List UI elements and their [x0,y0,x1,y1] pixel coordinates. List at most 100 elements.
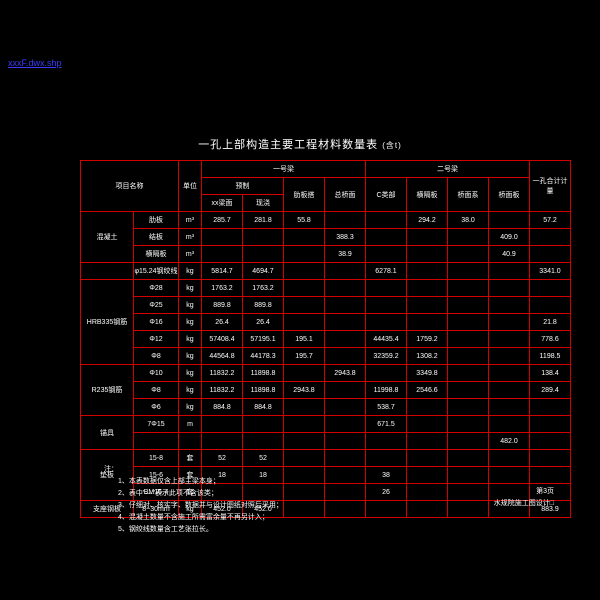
hdr-d: C类部 [366,178,407,212]
cell: 44564.8 [202,348,243,365]
cell [243,229,284,246]
cell: 3349.8 [407,365,448,382]
cell [530,399,571,416]
row-spec: Φ8 [134,382,179,399]
row-unit: kg [179,348,202,365]
cell [489,382,530,399]
hdr-sec2: 二号梁 [366,161,530,178]
row-category: 混凝土 [81,212,134,263]
cell: 671.5 [366,416,407,433]
cell: 281.8 [243,212,284,229]
row-unit: kg [179,331,202,348]
cell [489,365,530,382]
cell [325,382,366,399]
table-row: 混凝土肋板m³285.7281.855.8294.238.057.2 [81,212,571,229]
cell: 2943.8 [325,365,366,382]
cell: 889.8 [243,297,284,314]
hdr-g: 桥面板 [489,178,530,212]
cell [448,314,489,331]
cell [407,501,448,518]
cell: 26.4 [202,314,243,331]
hdr-e: 横隔板 [407,178,448,212]
cell [448,263,489,280]
cell [284,467,325,484]
cell [243,416,284,433]
table-row: 横隔板m³38.940.9 [81,246,571,263]
cell: 44435.4 [366,331,407,348]
notes-block: 注： 1、本表数据仅含上部主梁本身； 2、表中"—"表示此项不含该类； 3、仔细… [118,464,283,536]
cell: 57408.4 [202,331,243,348]
row-unit: m³ [179,229,202,246]
cell [284,484,325,501]
cell [243,246,284,263]
hdr-f: 桥面系 [448,178,489,212]
cell: 26.4 [243,314,284,331]
cell: 38.9 [325,246,366,263]
table-row: 482.0 [81,433,571,450]
cell [366,280,407,297]
cell [448,450,489,467]
source-file-link[interactable]: xxxF.dwx.shp [8,58,62,68]
hdr-unit: 单位 [179,161,202,212]
hdr-c: 总桥面 [325,178,366,212]
cell [448,331,489,348]
row-unit: kg [179,399,202,416]
row-spec: 横隔板 [134,246,179,263]
cell: 26 [366,484,407,501]
cell: 6278.1 [366,263,407,280]
cell: 2943.8 [284,382,325,399]
cell [407,433,448,450]
cell: 38.0 [448,212,489,229]
cell [489,314,530,331]
row-category [81,263,134,280]
cell: 3341.0 [530,263,571,280]
cell [366,501,407,518]
cell: 57.2 [530,212,571,229]
cell: 1763.2 [202,280,243,297]
cell [284,450,325,467]
row-category: R235钢筋 [81,365,134,416]
cell [325,212,366,229]
cell [407,280,448,297]
table-row: Φ25kg889.8889.8 [81,297,571,314]
cell: 538.7 [366,399,407,416]
cell [325,280,366,297]
cell [366,314,407,331]
cell [489,263,530,280]
cell [407,484,448,501]
row-unit: kg [179,382,202,399]
row-unit: kg [179,314,202,331]
table-title: 一孔上部构造主要工程材料数量表 (含t) [198,136,402,152]
cell [448,280,489,297]
cell [202,246,243,263]
cell: 38 [366,467,407,484]
cell [366,212,407,229]
cell: 482.0 [489,433,530,450]
cell [325,348,366,365]
row-spec: Φ12 [134,331,179,348]
hdr-category: 项目名称 [81,161,179,212]
cell [448,229,489,246]
cell [448,399,489,416]
cell [366,246,407,263]
table-row: Φ6kg884.8884.8538.7 [81,399,571,416]
row-category: HRB335钢筋 [81,280,134,365]
cell [489,348,530,365]
cell [448,416,489,433]
cell: 778.6 [530,331,571,348]
hdr-total: 一孔合计计量 [530,161,571,212]
cell [530,280,571,297]
table-row: Φ8kg11832.211898.82943.811998.82546.6289… [81,382,571,399]
cell [284,399,325,416]
row-spec: Φ16 [134,314,179,331]
cell [325,399,366,416]
cell [284,297,325,314]
cell [489,450,530,467]
cell: 195.1 [284,331,325,348]
cell: 289.4 [530,382,571,399]
cell: 285.7 [202,212,243,229]
cell [489,280,530,297]
cell [448,246,489,263]
cell [407,246,448,263]
cell [407,314,448,331]
